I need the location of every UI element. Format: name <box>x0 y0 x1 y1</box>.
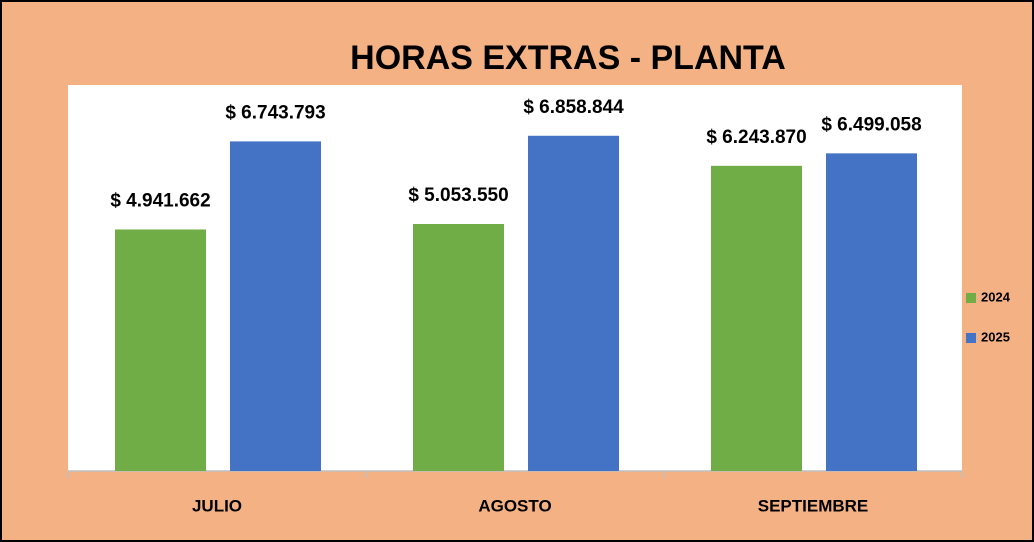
legend-swatch <box>966 293 976 303</box>
legend-label: 2025 <box>981 329 1010 344</box>
plot-area <box>68 85 962 471</box>
legend-label: 2024 <box>981 289 1011 304</box>
data-label: $ 6.858.844 <box>523 97 624 118</box>
data-label: $ 6.243.870 <box>706 127 806 148</box>
chart-title: HORAS EXTRAS - PLANTA <box>350 39 786 77</box>
data-label: $ 4.941.662 <box>110 190 210 211</box>
data-label: $ 6.743.793 <box>225 102 325 123</box>
data-label: $ 6.499.058 <box>821 114 921 135</box>
bar <box>528 135 619 472</box>
bar <box>413 224 504 471</box>
bar <box>711 165 802 471</box>
bar <box>230 141 321 472</box>
x-tick-label: JULIO <box>192 496 242 515</box>
legend-swatch <box>966 333 976 343</box>
x-tick-label: SEPTIEMBRE <box>758 496 869 515</box>
bar <box>826 153 917 472</box>
bar <box>115 229 206 471</box>
data-label: $ 5.053.550 <box>408 185 508 206</box>
x-tick-label: AGOSTO <box>478 496 551 515</box>
